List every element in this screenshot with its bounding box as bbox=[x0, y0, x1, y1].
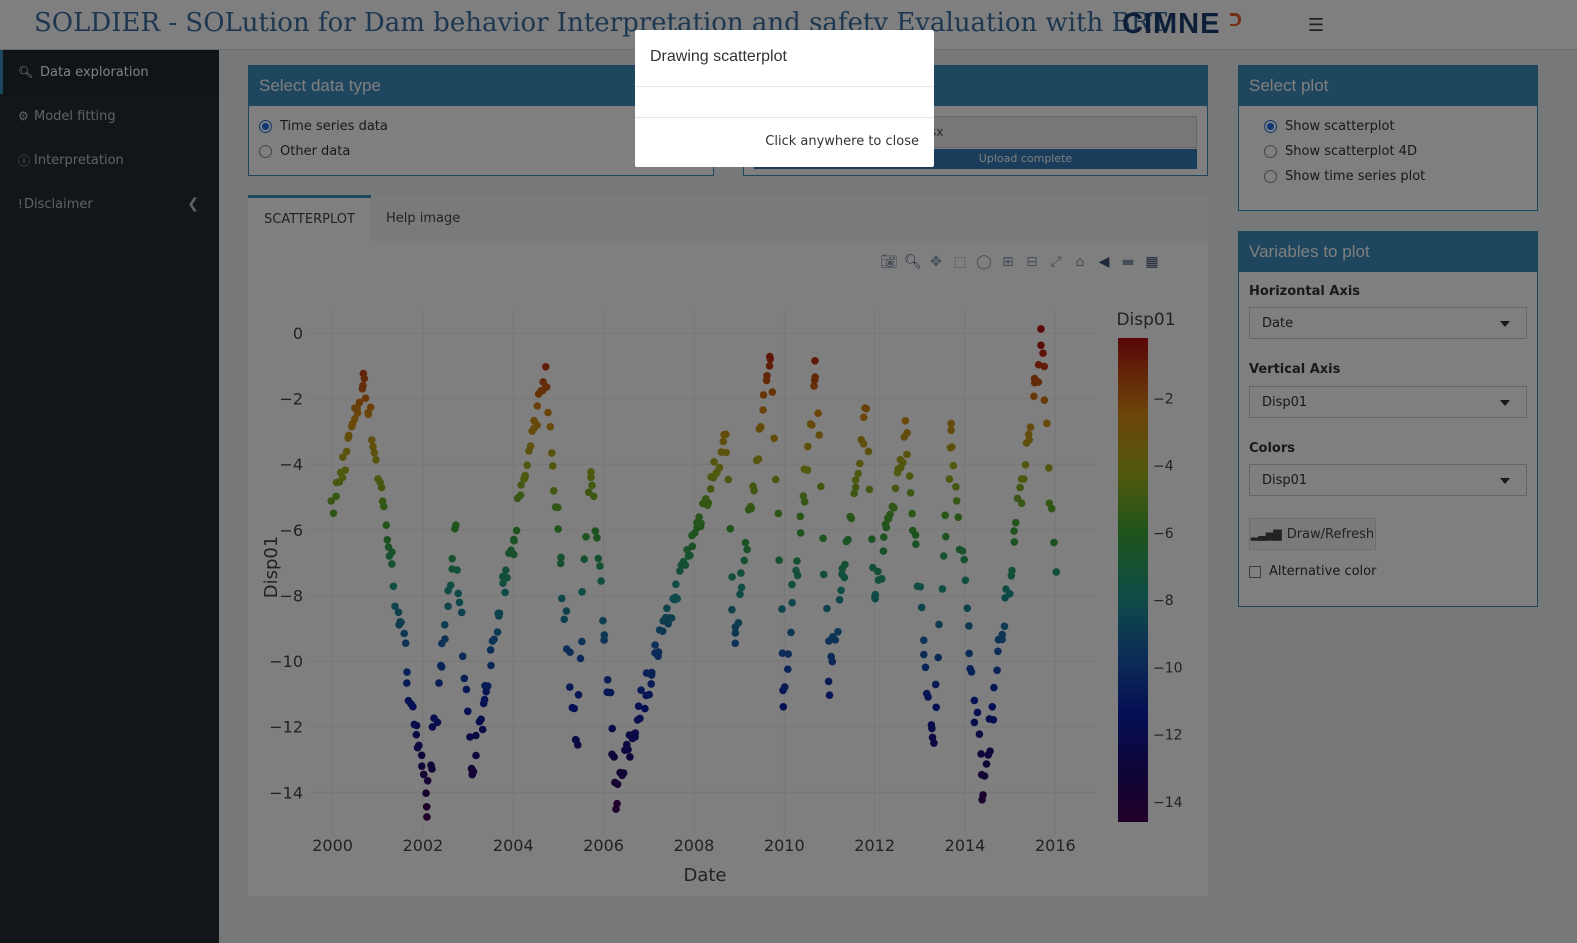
modal-divider bbox=[635, 86, 934, 87]
modal-divider bbox=[635, 117, 934, 118]
modal-footer-text: Click anywhere to close bbox=[765, 134, 919, 149]
modal-dialog[interactable]: Drawing scatterplot Click anywhere to cl… bbox=[635, 30, 934, 167]
modal-title: Drawing scatterplot bbox=[650, 48, 787, 65]
